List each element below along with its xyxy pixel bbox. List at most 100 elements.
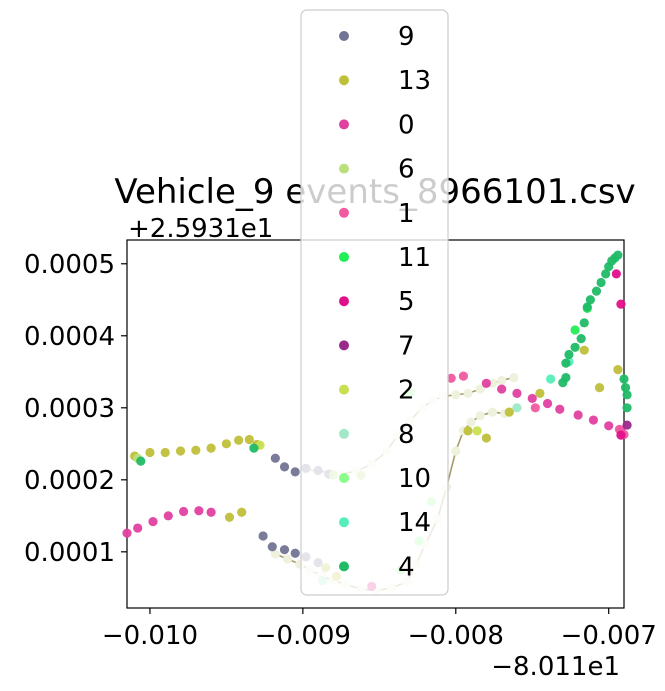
legend-marker — [339, 517, 349, 528]
background-point — [282, 554, 293, 564]
series-13-point — [234, 435, 244, 445]
legend-label: 11 — [398, 243, 431, 273]
legend-marker — [339, 473, 349, 483]
legend-label: 10 — [398, 464, 431, 494]
series-9-point — [267, 542, 277, 552]
series-0-point — [481, 378, 491, 388]
legend-label: 4 — [398, 552, 415, 582]
series-4-point — [591, 286, 602, 296]
legend-marker — [339, 340, 349, 351]
series-4-point — [601, 269, 611, 279]
legend-item: 6 — [339, 155, 415, 185]
legend-item: 9 — [339, 22, 415, 52]
series-0-point — [133, 523, 143, 533]
series-0-point — [497, 384, 507, 394]
legend-label: 0 — [398, 110, 415, 140]
series-13-point — [579, 345, 589, 355]
series-4-point — [570, 342, 580, 352]
legend-marker — [339, 75, 349, 86]
series-13-point — [221, 439, 231, 449]
series-4-point — [136, 456, 146, 466]
series-4-point — [622, 390, 632, 400]
series-13-point — [594, 383, 605, 393]
x-tick-label: −0.007 — [561, 621, 657, 651]
series-0-point — [555, 404, 565, 414]
series-9-point — [290, 548, 300, 558]
series-0-point — [148, 516, 158, 527]
series-9-point — [270, 453, 280, 463]
background-point — [451, 446, 461, 456]
background-point — [487, 407, 498, 417]
legend-marker — [339, 163, 349, 174]
series-4-point — [249, 443, 259, 453]
y-tick-label: 0.0001 — [24, 538, 115, 568]
series-13-point — [481, 433, 491, 443]
series-7-point — [622, 420, 632, 430]
legend-label: 6 — [398, 155, 415, 185]
y-tick-label: 0.0003 — [24, 394, 115, 424]
series-0-point — [206, 507, 216, 517]
legend-item: 4 — [339, 552, 415, 582]
series-4-point — [596, 277, 606, 288]
series-0-point — [604, 421, 614, 431]
y-axis-ticks: 0.0001 0.0002 0.0003 0.0004 0.0005 — [24, 250, 127, 568]
series-0-point — [178, 506, 189, 517]
series-0-point — [163, 511, 173, 521]
legend-item: 1 — [339, 199, 415, 229]
series-4-point — [620, 383, 631, 393]
legend-item: 10 — [339, 464, 431, 494]
series-11-point — [570, 325, 580, 335]
series-13-point — [613, 365, 623, 375]
legend-label: 13 — [398, 66, 431, 96]
series-0-point — [542, 398, 553, 409]
y-axis-offset-label: +2.5931e1 — [128, 214, 273, 244]
series-13-point — [191, 445, 201, 455]
series-4-point — [622, 403, 632, 413]
legend-label: 1 — [398, 199, 415, 229]
legend-box — [300, 9, 449, 596]
series-4-point — [576, 334, 586, 344]
series-14-point — [545, 374, 556, 384]
background-point — [497, 375, 507, 386]
legend-label: 2 — [398, 376, 415, 406]
series-13-point — [160, 447, 170, 458]
y-tick-label: 0.0004 — [24, 322, 115, 352]
series-9-point — [290, 467, 300, 477]
series-5-point — [616, 299, 626, 309]
series-4-point — [613, 250, 623, 260]
series-0-point — [527, 393, 537, 404]
series-4-point — [585, 295, 595, 305]
legend-label: 14 — [398, 508, 431, 538]
background-point — [475, 384, 485, 394]
background-point — [466, 417, 476, 427]
legend-label: 7 — [398, 331, 415, 361]
series-0-point — [122, 528, 132, 538]
y-tick-label: 0.0002 — [24, 466, 115, 496]
legend-item: 8 — [339, 420, 415, 450]
legend-label: 8 — [398, 420, 415, 450]
series-0-point — [194, 506, 204, 516]
series-4-point — [561, 358, 571, 368]
series-9-point — [279, 545, 290, 555]
series-1-point — [458, 371, 469, 381]
x-tick-label: −0.008 — [408, 621, 504, 651]
legend-item: 5 — [339, 287, 415, 317]
series-13-point — [145, 447, 155, 458]
legend-item: 13 — [339, 66, 431, 96]
legend-marker — [339, 296, 349, 307]
series-4-point — [564, 349, 574, 360]
series-0-point — [588, 415, 599, 425]
legend-marker — [339, 428, 349, 439]
background-point — [451, 390, 461, 400]
series-8-point — [512, 403, 522, 413]
background-point — [509, 372, 519, 383]
series-13-point — [175, 446, 186, 456]
series-13-point — [206, 443, 216, 453]
series-4-point — [619, 374, 629, 384]
background-point — [270, 549, 280, 559]
x-axis-ticks: −0.010 −0.009 −0.008 −0.007 — [102, 608, 657, 651]
background-point — [463, 388, 473, 398]
series-9-point — [258, 531, 268, 541]
